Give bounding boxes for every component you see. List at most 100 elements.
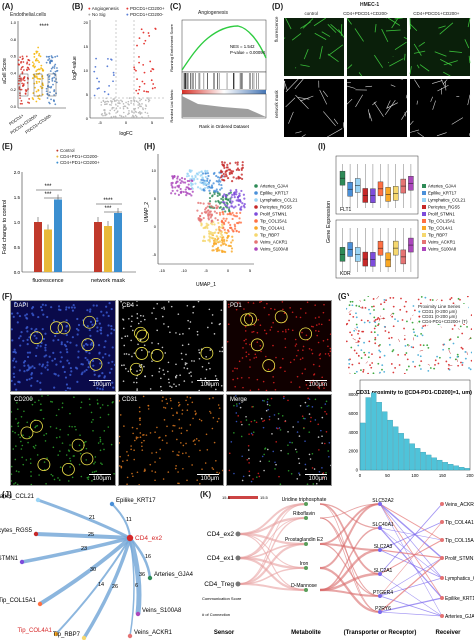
panel-b-point-down (95, 57, 97, 60)
panel-h-xtick: -5 (204, 268, 208, 273)
panel-h-cell (225, 204, 229, 207)
panel-f-signal (125, 367, 127, 370)
panel-f-signal (166, 402, 169, 405)
panel-f-signal (273, 414, 276, 416)
panel-h-cell (210, 205, 213, 208)
panel-b-xtick: -5 (98, 120, 102, 125)
panel-i-gene-2: KDR (340, 271, 351, 277)
panel-f-signal (268, 418, 271, 421)
panel-g-cell (461, 364, 464, 366)
panel-f-signal (139, 369, 141, 372)
panel-f-signal (13, 375, 16, 379)
panel-g-cell (351, 363, 354, 366)
panel-b-point (127, 113, 129, 116)
panel-f-signal (322, 311, 325, 314)
panel-f-signal (159, 436, 161, 439)
panel-f-signal (176, 438, 178, 441)
panel-f-signal (141, 349, 143, 351)
panel-g-cell (466, 325, 468, 328)
panel-g-cell (427, 370, 430, 372)
panel-h-cell (189, 169, 192, 172)
panel-g-cell (352, 315, 355, 318)
panel-f-signal (15, 418, 17, 420)
panel-h-cell (231, 200, 234, 203)
panel-e-sig-1: *** (44, 184, 52, 190)
panel-h-cell (199, 181, 202, 184)
panel-d-vessel (301, 134, 306, 138)
panel-b-point (146, 112, 149, 114)
panel-f-signal (58, 408, 60, 411)
panel-a-point (24, 92, 27, 95)
panel-f-signal (281, 301, 284, 303)
panel-h-cell (235, 212, 238, 215)
panel-g-cell (427, 346, 430, 349)
panel-k-link (379, 597, 443, 613)
panel-a-point (27, 101, 29, 104)
panel-h-cell (216, 235, 219, 238)
panel-f-signal (65, 348, 68, 351)
panel-h-legend-swatch (254, 233, 258, 237)
panel-f-signal (237, 302, 239, 304)
panel-g-cell (368, 340, 371, 343)
panel-f-signal (215, 459, 217, 462)
panel-f-signal (301, 357, 304, 359)
panel-f-signal (96, 387, 99, 390)
panel-f-signal (257, 472, 260, 475)
panel-f-signal (309, 420, 312, 423)
panel-f-signal (151, 342, 153, 344)
panel-h-cell (236, 196, 240, 199)
panel-d-vessel (355, 94, 363, 108)
panel-g-hist-bar (459, 467, 465, 471)
panel-f-signal (61, 366, 65, 369)
panel-f-signal (53, 357, 57, 360)
panel-b-point-up (142, 31, 145, 34)
panel-f-signal (136, 301, 138, 302)
panel-b-point-up (150, 79, 153, 82)
panel-h-cell (204, 175, 207, 179)
panel-b-point (113, 98, 115, 100)
panel-f-signal (25, 378, 29, 381)
panel-h-cell (207, 217, 210, 220)
panel-f-signal (259, 344, 262, 347)
panel-g-cell (443, 343, 446, 346)
panel-h-cell (229, 223, 232, 227)
panel-f-signal (11, 465, 13, 468)
panel-f-signal (30, 384, 33, 387)
panel-h-cell (220, 244, 223, 247)
panel-f-signal (263, 400, 265, 402)
panel-g-cell (405, 300, 407, 303)
panel-f-signal (324, 403, 327, 405)
panel-f-signal (253, 419, 256, 422)
panel-f-signal (91, 323, 94, 326)
panel-f-signal (13, 383, 16, 386)
panel-h-cell (233, 223, 236, 226)
panel-b-point (134, 114, 137, 117)
panel-a-point (50, 55, 53, 57)
panel-a-point (48, 94, 51, 96)
panel-a-point (56, 67, 58, 69)
panel-d-vessel (333, 118, 339, 125)
panel-b-point (140, 105, 142, 108)
panel-d-vessel (409, 23, 418, 32)
panel-h-cell (230, 247, 234, 250)
panel-h-cell (220, 231, 223, 234)
panel-d-vessel (284, 37, 286, 39)
panel-f-signal (208, 383, 210, 385)
panel-f-signal (304, 368, 306, 370)
panel-f-signal (156, 426, 158, 429)
panel-k-metabolite-node (304, 516, 308, 520)
panel-f-signal (110, 367, 113, 371)
panel-f-signal (193, 360, 195, 362)
panel-f-signal (119, 442, 121, 444)
panel-b-point (126, 106, 129, 109)
panel-f-signal (299, 316, 302, 319)
panel-f-signal (311, 406, 314, 408)
panel-f-signal (304, 401, 307, 404)
panel-h-cell (219, 201, 223, 204)
panel-k-receiver-label: Prolif_STMN1 (445, 556, 474, 562)
panel-g-cell (358, 362, 361, 365)
panel-f-signal (111, 381, 114, 384)
panel-h-cell (239, 176, 242, 180)
panel-g-cell (426, 344, 429, 347)
panel-f-signal (328, 455, 330, 458)
